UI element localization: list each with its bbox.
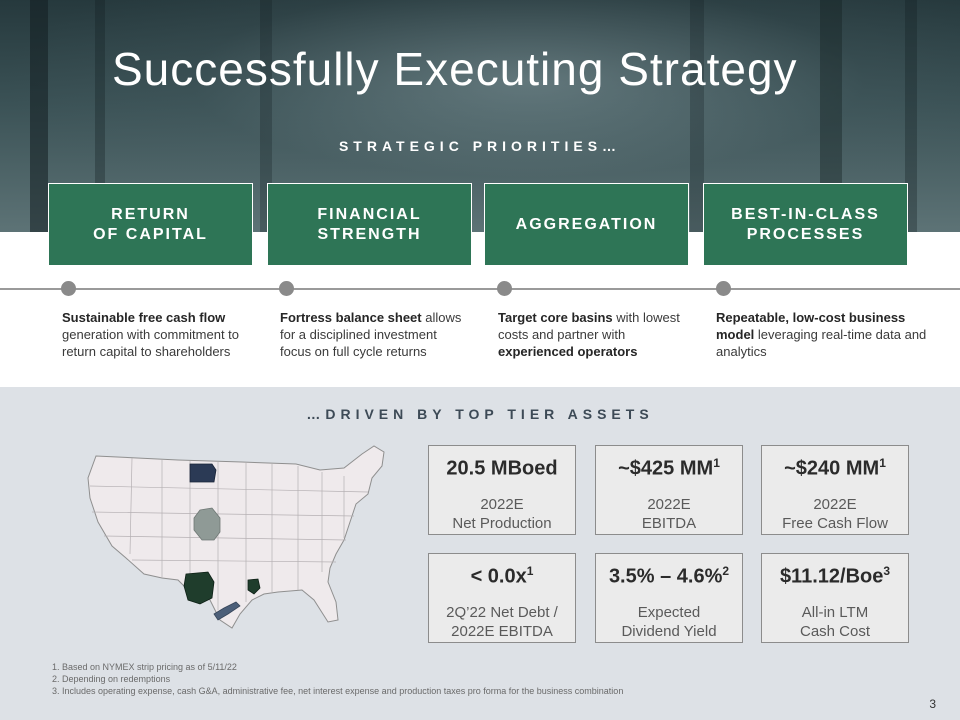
footnote: Includes operating expense, cash G&A, ad… bbox=[62, 685, 623, 697]
metric-value: < 0.0x1 bbox=[470, 564, 534, 588]
state-borders bbox=[89, 457, 369, 610]
basin-eagle-ford bbox=[213, 601, 241, 621]
timeline-dot bbox=[61, 281, 76, 296]
assets-heading: …DRIVEN BY TOP TIER ASSETS bbox=[306, 406, 654, 422]
page-title: Successfully Executing Strategy bbox=[112, 43, 798, 95]
timeline-dot bbox=[716, 281, 731, 296]
priority-aggregation: AGGREGATION bbox=[484, 183, 689, 266]
tree-silhouette bbox=[260, 0, 272, 232]
footnote: Based on NYMEX strip pricing as of 5/11/… bbox=[62, 661, 623, 673]
description-text: generation with commitment to return cap… bbox=[62, 327, 240, 359]
metric-card-dividend-yield: 3.5% – 4.6%2 Expected Dividend Yield bbox=[595, 553, 743, 643]
metric-label: 2022E Free Cash Flow bbox=[782, 495, 888, 532]
tree-silhouette bbox=[95, 0, 105, 232]
description-highlight: experienced operators bbox=[498, 344, 638, 359]
us-map bbox=[87, 445, 385, 629]
metric-card-free-cash-flow: ~$240 MM1 2022E Free Cash Flow bbox=[761, 445, 909, 535]
priority-best-in-class-processes: BEST-IN-CLASS PROCESSES bbox=[703, 183, 908, 266]
priority-title: RETURN OF CAPITAL bbox=[93, 205, 208, 243]
metric-label: 2Q’22 Net Debt / 2022E EBITDA bbox=[446, 603, 558, 640]
timeline-dot bbox=[279, 281, 294, 296]
priorities-heading: STRATEGIC PRIORITIES… bbox=[338, 138, 622, 154]
tree-silhouette bbox=[905, 0, 917, 232]
timeline-line bbox=[0, 288, 960, 290]
metric-value: $11.12/Boe3 bbox=[779, 564, 891, 588]
metric-value: ~$425 MM1 bbox=[618, 456, 720, 480]
metric-value: 3.5% – 4.6%2 bbox=[608, 564, 730, 588]
description-text: with lowest costs and partner with bbox=[498, 310, 680, 342]
timeline-dot bbox=[497, 281, 512, 296]
priority-title: AGGREGATION bbox=[515, 215, 658, 233]
priority-return-of-capital: RETURN OF CAPITAL bbox=[48, 183, 253, 266]
priority-title: FINANCIAL STRENGTH bbox=[317, 205, 422, 243]
priority-description: Fortress balance sheet allows for a disc… bbox=[280, 309, 470, 360]
priority-description: Target core basins with lowest costs and… bbox=[498, 309, 698, 360]
priority-title: BEST-IN-CLASS PROCESSES bbox=[731, 205, 880, 243]
basin-williston bbox=[189, 463, 217, 483]
footnote: Depending on redemptions bbox=[62, 673, 623, 685]
page-number: 3 bbox=[929, 697, 936, 711]
description-text: allows for a disciplined investment focu… bbox=[280, 310, 462, 359]
description-highlight: Sustainable free cash flow bbox=[62, 310, 226, 325]
metric-value: 20.5 MBoed bbox=[446, 457, 558, 480]
priority-financial-strength: FINANCIAL STRENGTH bbox=[267, 183, 472, 266]
basin-east-texas bbox=[247, 578, 261, 595]
basin-dj-rockies bbox=[193, 507, 221, 541]
tree-silhouette bbox=[820, 0, 842, 232]
description-highlight: Fortress balance sheet bbox=[280, 310, 422, 325]
description-text: leveraging real-time data and analytics bbox=[716, 327, 927, 359]
tree-silhouette bbox=[690, 0, 704, 232]
metric-card-ebitda: ~$425 MM1 2022E EBITDA bbox=[595, 445, 743, 535]
metric-label: All-in LTM Cash Cost bbox=[799, 603, 871, 640]
tree-silhouette bbox=[30, 0, 48, 232]
metric-label: 2022E EBITDA bbox=[641, 495, 697, 532]
metric-label: 2022E Net Production bbox=[452, 495, 552, 532]
metric-value: ~$240 MM1 bbox=[784, 456, 886, 480]
description-highlight: Repeatable, low-cost business model bbox=[716, 310, 906, 342]
us-outline bbox=[87, 445, 385, 629]
metric-label: Expected Dividend Yield bbox=[621, 603, 717, 640]
basin-permian bbox=[183, 571, 215, 605]
metric-card-net-debt: < 0.0x1 2Q’22 Net Debt / 2022E EBITDA bbox=[428, 553, 576, 643]
metric-card-net-production: 20.5 MBoed 2022E Net Production bbox=[428, 445, 576, 535]
footnotes: Based on NYMEX strip pricing as of 5/11/… bbox=[50, 661, 623, 697]
priority-description: Repeatable, low-cost business model leve… bbox=[716, 309, 936, 360]
description-highlight: Target core basins bbox=[498, 310, 613, 325]
metric-card-cash-cost: $11.12/Boe3 All-in LTM Cash Cost bbox=[761, 553, 909, 643]
priority-description: Sustainable free cash flow generation wi… bbox=[62, 309, 252, 360]
